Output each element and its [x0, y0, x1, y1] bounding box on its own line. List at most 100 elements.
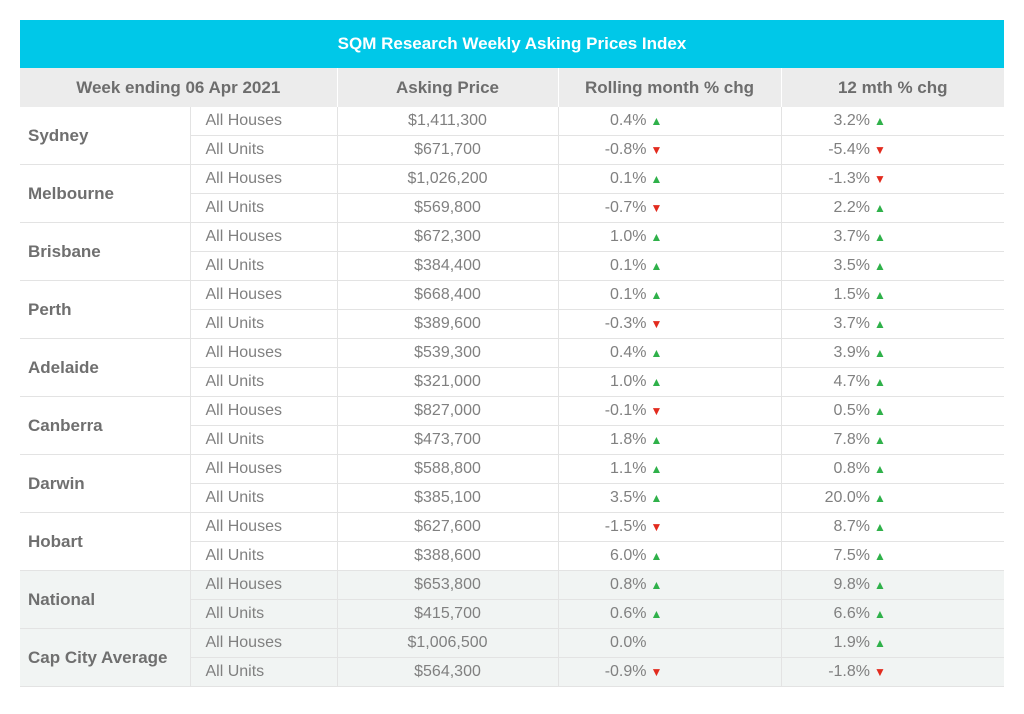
- table-row: Adelaide All Houses $539,300 0.4% ▲ 3.9% ▲: [20, 338, 1004, 397]
- rolling-month-change-value: 6.0%: [610, 547, 647, 564]
- down-arrow-icon: ▼: [650, 143, 663, 157]
- property-type: All Units: [189, 599, 337, 629]
- property-type: All Houses: [189, 222, 337, 252]
- rolling-month-change: 0.1% ▲: [557, 280, 781, 310]
- twelve-month-change-value: 3.2%: [833, 112, 870, 129]
- rolling-month-change-value: 0.4%: [610, 112, 647, 129]
- asking-price: $588,800: [336, 454, 558, 484]
- header-asking-price: Asking Price: [336, 68, 558, 107]
- table-row: Perth All Houses $668,400 0.1% ▲ 1.5% ▲: [20, 280, 1004, 339]
- header-row: Week ending 06 Apr 2021 Asking Price Rol…: [20, 68, 1004, 107]
- rolling-month-change-value: 1.8%: [610, 431, 647, 448]
- rolling-month-change-value: 0.0%: [610, 634, 647, 651]
- property-type: All Units: [189, 135, 337, 165]
- twelve-month-change-value: -1.8%: [828, 663, 870, 680]
- table-row: All Units $564,300 -0.9% ▼ -1.8% ▼: [20, 657, 1004, 687]
- up-arrow-icon: ▲: [650, 462, 663, 476]
- down-arrow-icon: ▼: [650, 317, 663, 331]
- rolling-month-change-value: 1.0%: [610, 373, 647, 390]
- rolling-month-change-value: 0.4%: [610, 344, 647, 361]
- table-row: All Units $671,700 -0.8% ▼ -5.4% ▼: [20, 135, 1004, 165]
- rolling-month-change-value: 0.1%: [610, 170, 647, 187]
- city-label: Hobart: [20, 512, 190, 571]
- asking-price: $389,600: [336, 309, 558, 339]
- asking-price: $1,006,500: [336, 628, 558, 658]
- up-arrow-icon: ▲: [650, 375, 663, 389]
- city-label: Cap City Average: [20, 628, 190, 687]
- property-type: All Houses: [189, 628, 337, 658]
- rolling-month-change-value: -0.7%: [604, 199, 647, 216]
- table-row: Hobart All Houses $627,600 -1.5% ▼ 8.7% ▲: [20, 512, 1004, 571]
- twelve-month-change-value: 1.9%: [833, 634, 870, 651]
- table-row: All Units $569,800 -0.7% ▼ 2.2% ▲: [20, 193, 1004, 223]
- asking-price: $539,300: [336, 338, 558, 368]
- twelve-month-change: 0.5% ▲: [780, 396, 1004, 426]
- twelve-month-change: 3.7% ▲: [780, 309, 1004, 339]
- up-arrow-icon: ▲: [874, 462, 886, 476]
- up-arrow-icon: ▲: [874, 491, 886, 505]
- property-type: All Units: [189, 309, 337, 339]
- up-arrow-icon: ▲: [874, 259, 886, 273]
- property-type: All Houses: [189, 512, 337, 542]
- twelve-month-change-value: 4.7%: [833, 373, 870, 390]
- twelve-month-change: 3.5% ▲: [780, 251, 1004, 281]
- table-row: All Units $389,600 -0.3% ▼ 3.7% ▲: [20, 309, 1004, 339]
- up-arrow-icon: ▲: [650, 172, 663, 186]
- property-type: All Units: [189, 483, 337, 513]
- down-arrow-icon: ▼: [874, 172, 886, 186]
- down-arrow-icon: ▼: [650, 404, 663, 418]
- rolling-month-change: 0.6% ▲: [557, 599, 781, 629]
- property-type: All Houses: [189, 338, 337, 368]
- asking-price: $384,400: [336, 251, 558, 281]
- rolling-month-change-value: -0.1%: [604, 402, 647, 419]
- up-arrow-icon: ▲: [650, 259, 663, 273]
- table-row: Brisbane All Houses $672,300 1.0% ▲ 3.7% ▲: [20, 222, 1004, 281]
- up-arrow-icon: ▲: [874, 114, 886, 128]
- table-row: All Units $384,400 0.1% ▲ 3.5% ▲: [20, 251, 1004, 281]
- rolling-month-change-value: 1.0%: [610, 228, 647, 245]
- down-arrow-icon: ▼: [874, 143, 886, 157]
- twelve-month-change-value: 0.5%: [833, 402, 870, 419]
- property-type: All Houses: [189, 107, 337, 136]
- rolling-month-change: -0.8% ▼: [557, 135, 781, 165]
- down-arrow-icon: ▼: [650, 665, 663, 679]
- twelve-month-change: 2.2% ▲: [780, 193, 1004, 223]
- rolling-month-change: -0.9% ▼: [557, 657, 781, 687]
- up-arrow-icon: ▲: [650, 346, 663, 360]
- table-row: Melbourne All Houses $1,026,200 0.1% ▲ -1.3% ▼: [20, 164, 1004, 223]
- up-arrow-icon: ▲: [874, 201, 886, 215]
- table-row: All Units $385,100 3.5% ▲ 20.0% ▲: [20, 483, 1004, 513]
- twelve-month-change-value: 6.6%: [833, 605, 870, 622]
- rolling-month-change-value: 0.6%: [610, 605, 647, 622]
- twelve-month-change: -1.8% ▼: [780, 657, 1004, 687]
- rolling-month-change-value: -0.8%: [604, 141, 647, 158]
- up-arrow-icon: ▲: [874, 433, 886, 447]
- twelve-month-change: 20.0% ▲: [780, 483, 1004, 513]
- rolling-month-change-value: -1.5%: [604, 518, 647, 535]
- header-rolling-month-change: Rolling month % chg: [557, 68, 781, 107]
- table-row: All Units $473,700 1.8% ▲ 7.8% ▲: [20, 425, 1004, 455]
- twelve-month-change-value: 20.0%: [824, 489, 870, 506]
- up-arrow-icon: ▲: [650, 114, 663, 128]
- property-type: All Houses: [189, 280, 337, 310]
- table-row: Canberra All Houses $827,000 -0.1% ▼ 0.5% ▲: [20, 396, 1004, 455]
- city-label: Canberra: [20, 396, 190, 455]
- table-row: All Units $388,600 6.0% ▲ 7.5% ▲: [20, 541, 1004, 571]
- asking-price: $385,100: [336, 483, 558, 513]
- twelve-month-change: 0.8% ▲: [780, 454, 1004, 484]
- twelve-month-change: 1.5% ▲: [780, 280, 1004, 310]
- city-label: Brisbane: [20, 222, 190, 281]
- asking-price: $388,600: [336, 541, 558, 571]
- twelve-month-change-value: 3.7%: [833, 315, 870, 332]
- city-label: Sydney: [20, 107, 190, 165]
- rolling-month-change: 0.0%: [557, 628, 781, 658]
- property-type: All Houses: [189, 454, 337, 484]
- twelve-month-change-value: 3.7%: [833, 228, 870, 245]
- up-arrow-icon: ▲: [874, 288, 886, 302]
- header-12-month-change: 12 mth % chg: [780, 68, 1004, 107]
- asking-price: $564,300: [336, 657, 558, 687]
- city-label: Adelaide: [20, 338, 190, 397]
- up-arrow-icon: ▲: [874, 346, 886, 360]
- twelve-month-change-value: 0.8%: [833, 460, 870, 477]
- up-arrow-icon: ▲: [650, 578, 663, 592]
